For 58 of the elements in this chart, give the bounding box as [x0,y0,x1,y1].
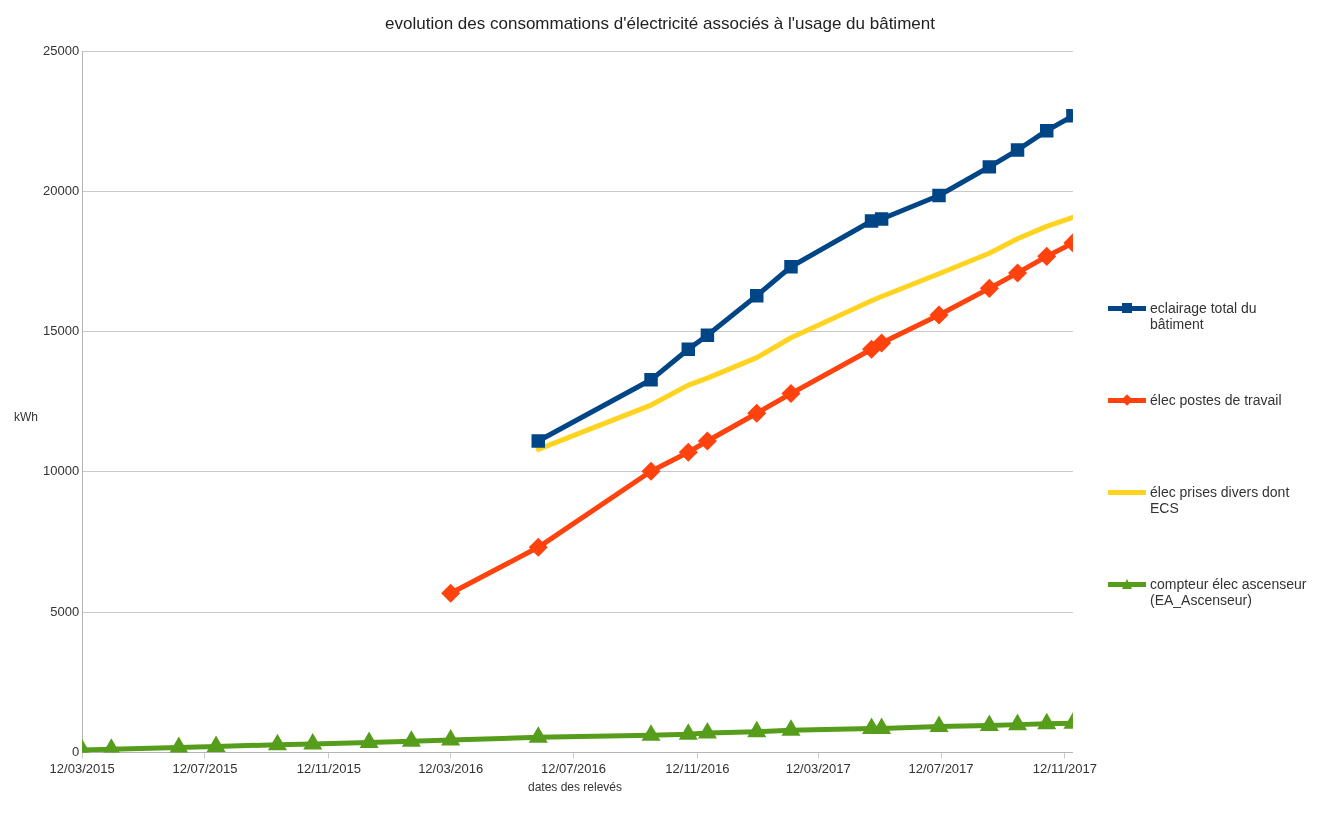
point [303,733,323,750]
x-tick-label: 12/07/2017 [908,760,974,776]
x-axis-title: dates des relevés [526,780,624,794]
point [442,584,460,602]
point [169,736,189,753]
point [681,342,696,356]
point [1038,247,1056,265]
chart-title: evolution des consommations d'électricité associés à l'usage du bâtiment [384,14,936,34]
point [679,443,697,461]
x-tick-label: 12/07/2016 [540,760,607,776]
point [982,160,997,174]
y-tick-label: 5000 [50,603,80,619]
point [784,260,798,274]
x-tick-label: 12/07/2015 [172,760,238,776]
point [642,462,660,480]
point [641,724,661,741]
y-tick-label: 15000 [42,323,80,339]
point [1009,264,1027,282]
point [980,279,998,297]
point [864,214,879,228]
point [644,373,658,387]
point [782,385,800,403]
point [750,288,764,303]
y-tick-label: 0 [71,743,80,759]
point [531,434,546,448]
point [528,726,548,743]
point [441,729,460,746]
x-tick-label: 12/11/2017 [1032,760,1097,776]
y-tick-label: 25000 [42,42,80,58]
y-tick-label: 10000 [42,463,80,479]
point [698,722,717,739]
x-tick-label: 12/03/2017 [785,760,851,776]
legend-label: compteur élec ascenseur (EA_Ascenseur) [1150,576,1308,608]
point [748,404,766,422]
point [980,714,999,731]
y-axis-title: kWh [14,410,38,424]
x-tick-label: 12/03/2016 [418,760,484,776]
point [781,719,801,736]
point [1039,123,1054,138]
x-tick-label: 12/03/2015 [49,760,115,776]
y-tick-label: 20000 [42,182,80,198]
point [402,730,421,747]
point [1010,143,1025,157]
legend-label: élec postes de travail [1150,392,1282,408]
point [700,328,715,342]
point [873,334,891,352]
point [678,723,698,740]
legend-label: eclairage total du bâtiment [1150,300,1258,332]
point [929,715,949,732]
x-tick-label: 12/11/2015 [296,760,361,776]
point [932,188,946,203]
point [874,212,889,226]
x-tick-label: 12/11/2016 [665,760,730,776]
point [529,538,547,556]
point [698,432,716,450]
point [863,340,881,358]
legend-label: élec prises divers dont ECS [1150,484,1291,516]
point [930,306,948,324]
